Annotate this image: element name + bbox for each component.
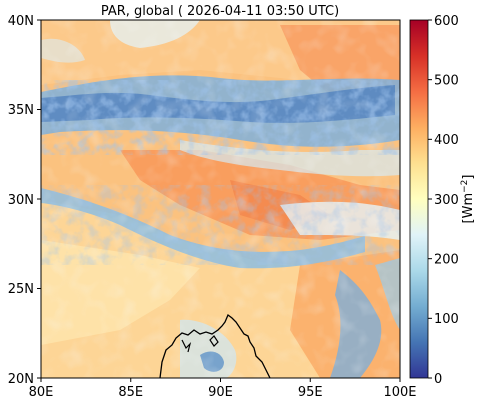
x-tick-label: 100E — [383, 385, 416, 400]
x-axis: 80E 85E 90E 95E 100E — [29, 378, 417, 400]
coastline — [159, 313, 271, 378]
y-tick-label: 30N — [8, 193, 34, 208]
y-tick-label: 20N — [8, 372, 34, 387]
x-tick-label: 95E — [298, 385, 323, 400]
colorbar-label-superscript: −2 — [460, 180, 470, 193]
colorbar-tick-label: 0 — [434, 372, 442, 387]
map-title: PAR, global ( 2026-04-11 03:50 UTC) — [101, 4, 339, 19]
colorbar-tick-label: 200 — [434, 253, 459, 268]
colorbar: 600 500 400 300 200 100 0 [Wm−2] — [409, 14, 476, 387]
coastline-island — [209, 335, 219, 347]
y-tick-label: 25N — [8, 282, 34, 297]
colorbar-tick-label: 300 — [434, 193, 459, 208]
y-axis: 40N 35N 30N 25N 20N — [8, 14, 41, 387]
colorbar-tick-label: 100 — [434, 312, 459, 327]
x-tick-label: 80E — [29, 385, 54, 400]
light-texture — [41, 20, 400, 378]
x-tick-label: 90E — [208, 385, 233, 400]
coastline-inlet — [181, 339, 192, 353]
map-area — [41, 20, 400, 378]
colorbar-gradient — [409, 19, 429, 379]
colorbar-tick-label: 500 — [434, 74, 459, 89]
colorbar-tick-label: 400 — [434, 133, 459, 148]
colorbar-label-unit: [Wm — [461, 193, 476, 224]
y-tick-label: 35N — [8, 103, 34, 118]
y-tick-label: 40N — [8, 14, 34, 29]
colorbar-label: [Wm−2] — [460, 175, 476, 224]
x-tick-label: 85E — [118, 385, 143, 400]
colorbar-tick-label: 600 — [434, 14, 459, 29]
colorbar-label-close: ] — [461, 175, 476, 180]
